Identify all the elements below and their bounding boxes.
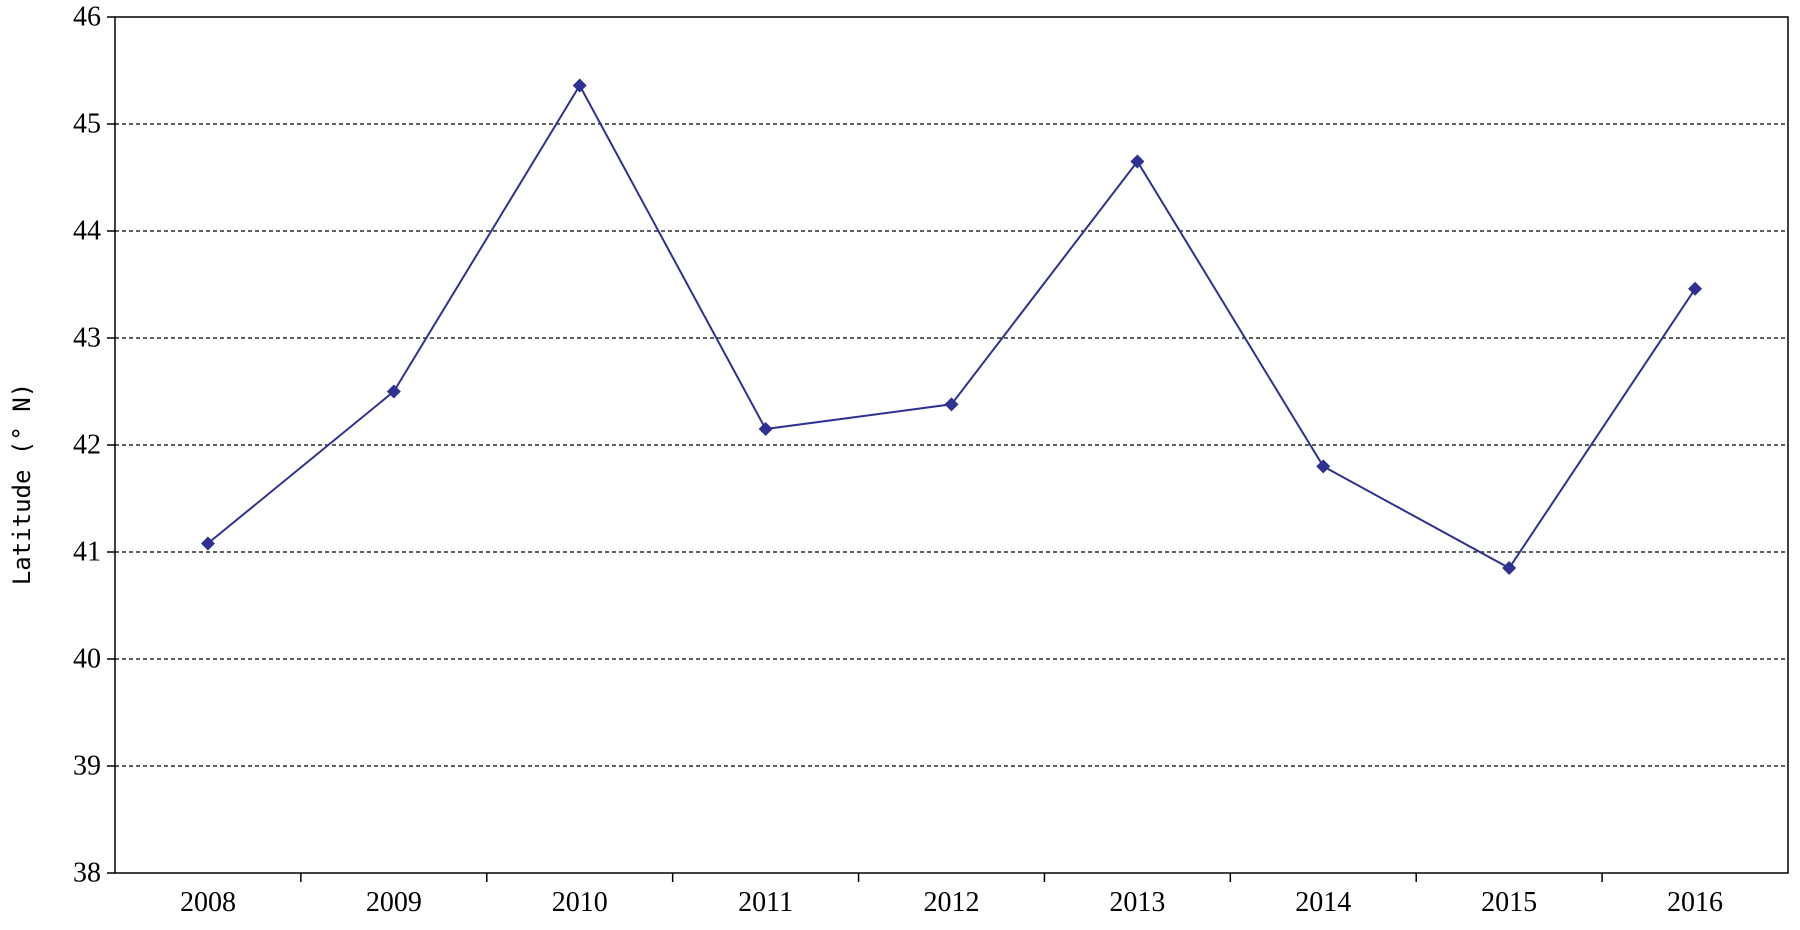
gridlines: [115, 123, 1788, 767]
y-tick-label: 45: [73, 109, 101, 140]
y-tick-label: 46: [73, 2, 101, 33]
x-tick-label: 2010: [552, 887, 608, 918]
y-tick-label: 43: [73, 323, 101, 354]
x-tick-label: 2015: [1481, 887, 1537, 918]
y-tick-label: 41: [73, 537, 101, 568]
data-point-2008: [200, 536, 215, 551]
y-axis-title: Latitude (° N): [8, 383, 36, 585]
y-tick-label: 40: [73, 644, 101, 675]
data-point-2012: [944, 397, 959, 412]
x-tick-label: 2008: [180, 887, 236, 918]
x-tick-label: 2014: [1295, 887, 1351, 918]
x-tick-label: 2013: [1109, 887, 1165, 918]
x-axis: 2008 2009 2010 2011 2012 2013 2014 2015 2016: [180, 873, 1723, 918]
data-point-2015: [1502, 561, 1517, 576]
data-point-2009: [386, 384, 401, 399]
y-tick-label: 42: [73, 430, 101, 461]
y-tick-label: 39: [73, 751, 101, 782]
series: [200, 78, 1703, 576]
data-point-2014: [1316, 459, 1331, 474]
y-tick-label: 44: [73, 216, 101, 247]
data-point-2010: [572, 78, 587, 93]
x-tick-label: 2011: [738, 887, 793, 918]
data-point-2016: [1688, 281, 1703, 296]
y-tick-label: 38: [73, 858, 101, 889]
series-line: [207, 83, 1696, 570]
x-tick-label: 2009: [366, 887, 422, 918]
y-axis: 38 39 40 41 42 43 44 45 46: [73, 2, 115, 889]
x-tick-label: 2016: [1667, 887, 1723, 918]
data-point-2011: [758, 421, 773, 436]
data-point-2013: [1130, 154, 1145, 169]
x-tick-label: 2012: [924, 887, 980, 918]
